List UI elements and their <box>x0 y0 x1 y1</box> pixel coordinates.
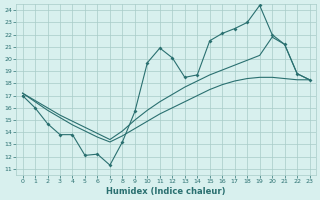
X-axis label: Humidex (Indice chaleur): Humidex (Indice chaleur) <box>106 187 226 196</box>
